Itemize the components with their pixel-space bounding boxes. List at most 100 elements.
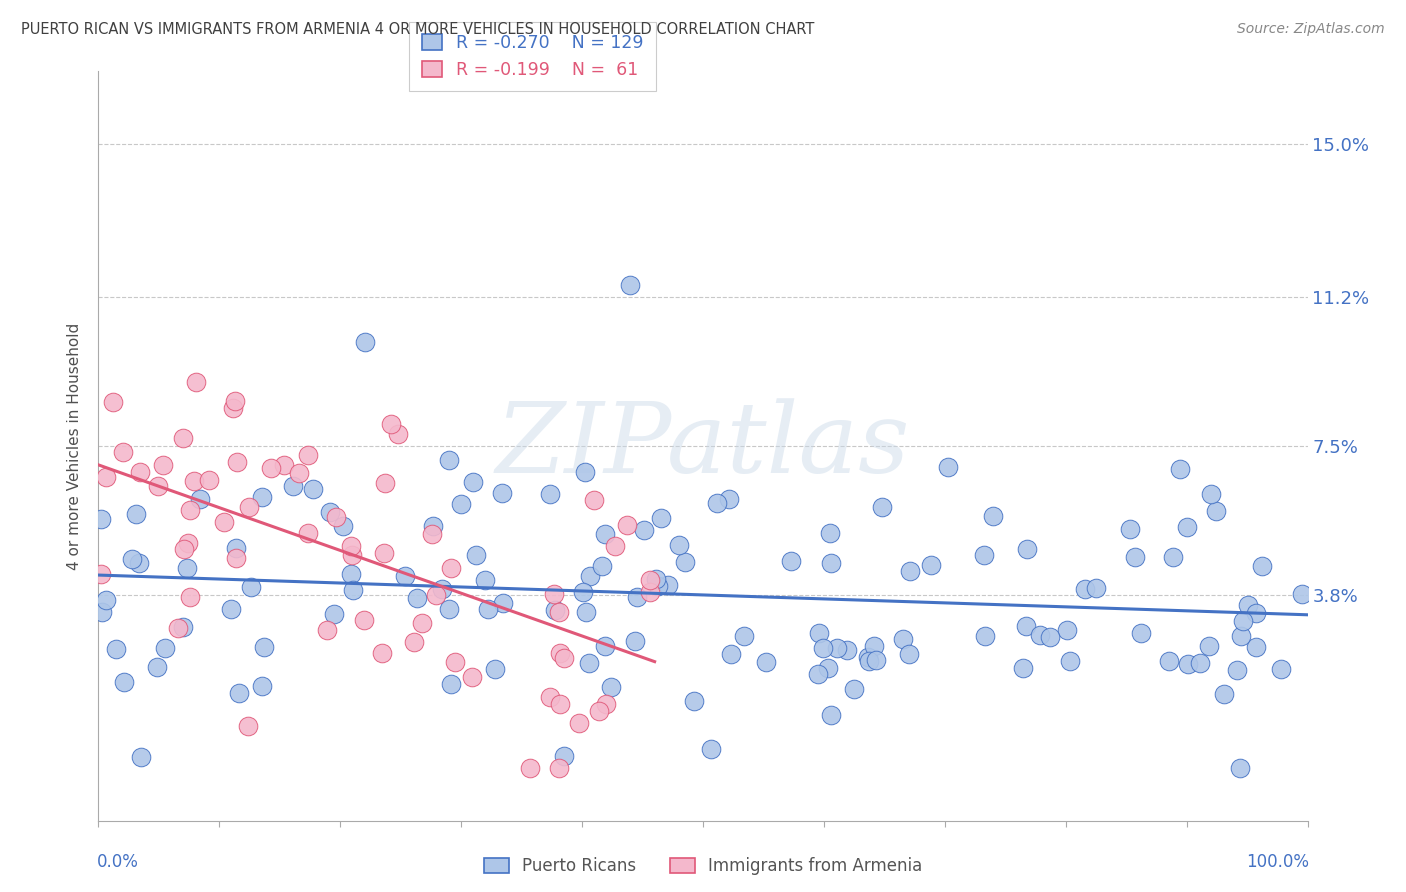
Point [700, 742, 723, 756]
Point [593, 639, 616, 653]
Y-axis label: 4 or more Vehicles in Household: 4 or more Vehicles in Household [67, 322, 83, 570]
Point [820, 556, 842, 570]
Point [405, 591, 427, 606]
Point [153, 640, 176, 655]
Text: PUERTO RICAN VS IMMIGRANTS FROM ARMENIA 4 OR MORE VEHICLES IN HOUSEHOLD CORRELAT: PUERTO RICAN VS IMMIGRANTS FROM ARMENIA … [21, 22, 814, 37]
Point [605, 539, 627, 553]
Point [574, 465, 596, 479]
Point [425, 588, 447, 602]
Point [212, 515, 235, 529]
Point [1161, 550, 1184, 565]
Point [297, 525, 319, 540]
Point [624, 634, 647, 648]
Point [538, 487, 561, 501]
Point [1229, 761, 1251, 775]
Point [112, 444, 135, 458]
Point [640, 573, 662, 587]
Point [548, 605, 571, 619]
Point [179, 503, 201, 517]
Point [491, 486, 513, 500]
Point [1059, 654, 1081, 668]
Point [380, 417, 402, 432]
Point [638, 585, 661, 599]
Point [891, 632, 914, 646]
Point [94, 592, 117, 607]
Point [281, 479, 304, 493]
Point [129, 749, 152, 764]
Point [374, 476, 396, 491]
Point [720, 648, 742, 662]
Point [354, 335, 377, 350]
Point [91, 605, 114, 619]
Point [260, 461, 283, 475]
Point [1015, 619, 1038, 633]
Point [172, 620, 194, 634]
Point [437, 601, 460, 615]
Point [373, 546, 395, 560]
Point [322, 607, 344, 622]
Point [302, 482, 325, 496]
Point [477, 602, 499, 616]
Point [1212, 687, 1234, 701]
Point [574, 605, 596, 619]
Point [94, 470, 117, 484]
Point [238, 500, 260, 514]
Point [112, 675, 135, 690]
Point [842, 681, 865, 696]
Point [673, 555, 696, 569]
Point [1074, 582, 1097, 597]
Point [197, 473, 219, 487]
Point [807, 626, 830, 640]
Point [444, 655, 467, 669]
Point [616, 517, 638, 532]
Point [222, 401, 245, 416]
Point [1056, 624, 1078, 638]
Point [340, 548, 363, 562]
Point [1123, 549, 1146, 564]
Point [250, 490, 273, 504]
Point [173, 541, 195, 556]
Point [1226, 663, 1249, 677]
Point [1251, 559, 1274, 574]
Point [1244, 606, 1267, 620]
Point [103, 395, 125, 409]
Point [1175, 520, 1198, 534]
Text: 0.0%: 0.0% [97, 853, 139, 871]
Point [825, 640, 848, 655]
Point [125, 507, 148, 521]
Point [519, 761, 541, 775]
Point [657, 578, 679, 592]
Point [332, 519, 354, 533]
Point [440, 561, 463, 575]
Point [186, 375, 208, 389]
Point [553, 651, 575, 665]
Point [325, 509, 347, 524]
Point [548, 761, 571, 775]
Point [179, 590, 201, 604]
Point [920, 558, 942, 572]
Point [1012, 661, 1035, 675]
Point [461, 670, 484, 684]
Point [297, 449, 319, 463]
Point [1270, 662, 1292, 676]
Point [588, 705, 610, 719]
Point [1085, 582, 1108, 596]
Point [897, 648, 920, 662]
Point [183, 475, 205, 489]
Point [807, 666, 830, 681]
Point [645, 572, 668, 586]
Point [440, 677, 463, 691]
Point [226, 455, 249, 469]
Point [706, 496, 728, 510]
Point [339, 566, 361, 581]
Point [813, 641, 835, 656]
Point [420, 527, 443, 541]
Point [90, 512, 112, 526]
Point [273, 458, 295, 472]
Point [188, 492, 211, 507]
Point [492, 596, 515, 610]
Point [820, 707, 842, 722]
Point [465, 548, 488, 562]
Point [316, 623, 339, 637]
Point [818, 525, 841, 540]
